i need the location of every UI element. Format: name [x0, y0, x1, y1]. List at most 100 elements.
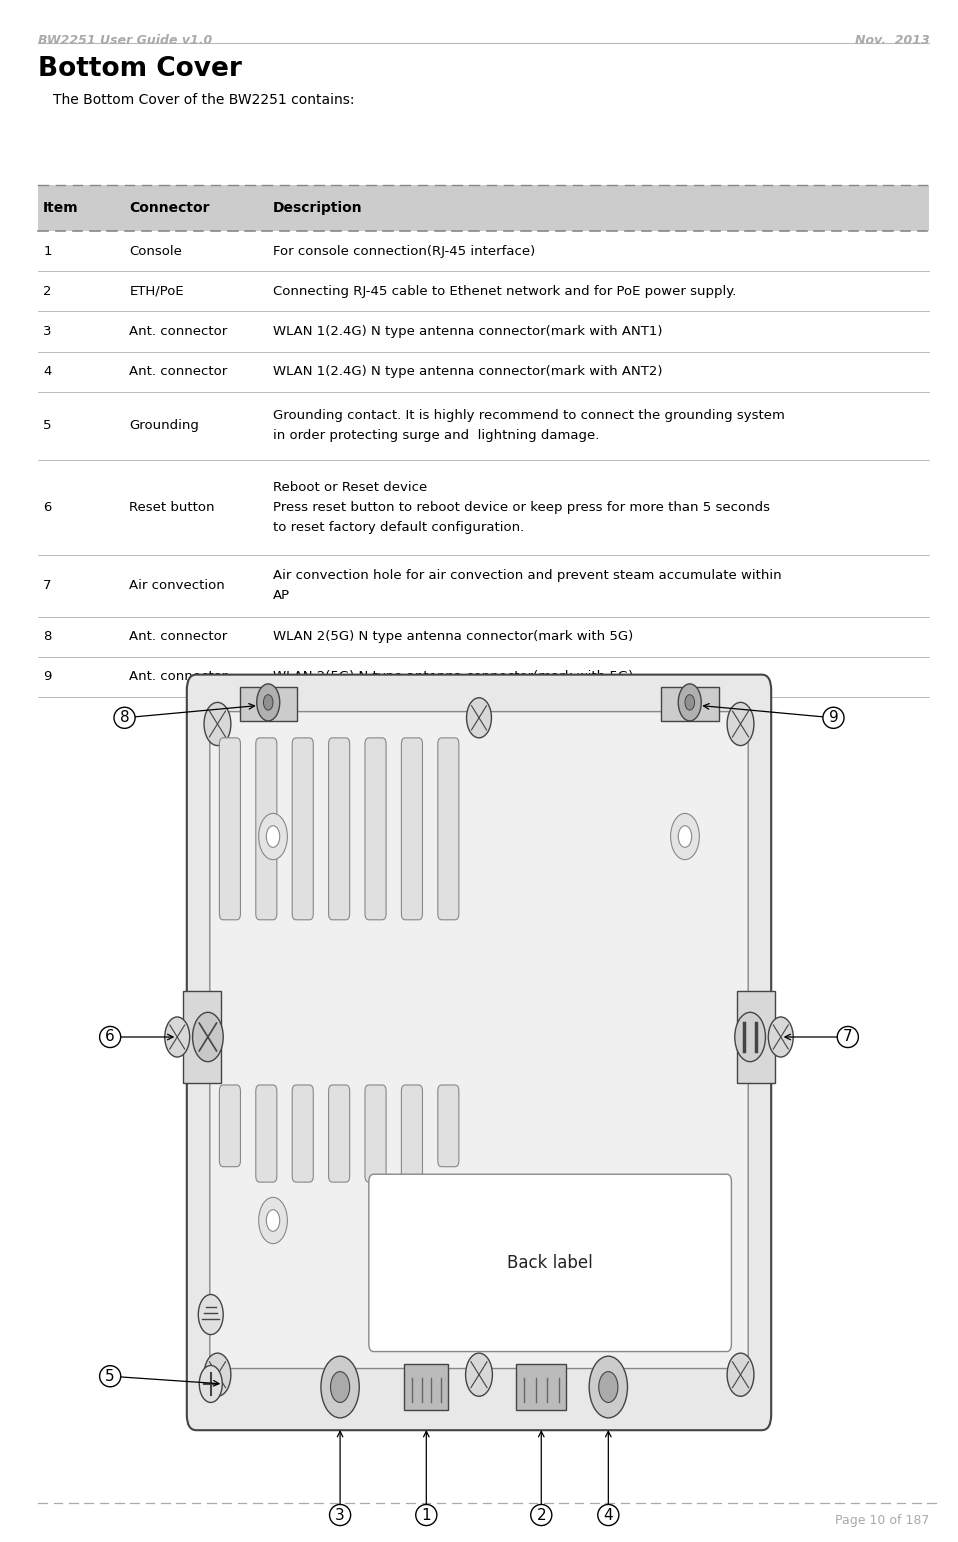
Circle shape	[671, 814, 699, 860]
Text: Bottom Cover: Bottom Cover	[38, 56, 242, 82]
FancyBboxPatch shape	[438, 1086, 459, 1167]
FancyBboxPatch shape	[256, 739, 277, 921]
Text: Ant. connector: Ant. connector	[129, 325, 228, 338]
FancyBboxPatch shape	[401, 739, 422, 921]
Bar	[516, 1365, 566, 1411]
Text: Grounding: Grounding	[129, 419, 199, 432]
Text: 3: 3	[43, 325, 52, 338]
Text: 7: 7	[843, 1030, 853, 1044]
Text: Page 10 of 187: Page 10 of 187	[834, 1514, 929, 1527]
Circle shape	[193, 1013, 223, 1062]
Circle shape	[257, 685, 280, 722]
Text: Description: Description	[273, 200, 363, 216]
Bar	[661, 688, 718, 722]
Circle shape	[204, 1354, 231, 1397]
Text: 6: 6	[43, 501, 52, 513]
Text: Grounding contact. It is highly recommend to connect the grounding system: Grounding contact. It is highly recommen…	[273, 409, 785, 423]
Text: Console: Console	[129, 245, 182, 258]
FancyBboxPatch shape	[219, 739, 240, 921]
Circle shape	[266, 1210, 280, 1232]
Text: 9: 9	[43, 671, 52, 683]
Text: WLAN 1(2.4G) N type antenna connector(mark with ANT2): WLAN 1(2.4G) N type antenna connector(ma…	[273, 365, 663, 378]
Text: 3: 3	[335, 1508, 345, 1522]
FancyBboxPatch shape	[329, 739, 350, 921]
Circle shape	[199, 1366, 222, 1403]
Bar	[240, 688, 297, 722]
FancyBboxPatch shape	[292, 1086, 313, 1183]
FancyBboxPatch shape	[187, 675, 771, 1431]
Circle shape	[266, 827, 280, 848]
Text: in order protecting surge and  lightning damage.: in order protecting surge and lightning …	[273, 429, 600, 443]
Circle shape	[768, 1018, 793, 1058]
FancyBboxPatch shape	[369, 1175, 732, 1351]
Circle shape	[204, 703, 231, 746]
Text: 8: 8	[120, 711, 129, 725]
Text: 5: 5	[43, 419, 52, 432]
FancyBboxPatch shape	[210, 712, 748, 1369]
Text: AP: AP	[273, 589, 290, 603]
Circle shape	[165, 1018, 190, 1058]
Bar	[38, 185, 929, 231]
Circle shape	[466, 1354, 492, 1397]
Circle shape	[678, 685, 701, 722]
Circle shape	[599, 1372, 618, 1403]
FancyBboxPatch shape	[256, 1086, 277, 1183]
Text: Reboot or Reset device: Reboot or Reset device	[273, 481, 427, 493]
Text: For console connection(RJ-45 interface): For console connection(RJ-45 interface)	[273, 245, 536, 258]
Circle shape	[198, 1295, 223, 1335]
Text: ETH/PoE: ETH/PoE	[129, 285, 184, 298]
Circle shape	[727, 1354, 754, 1397]
Circle shape	[331, 1372, 350, 1403]
Text: Ant. connector: Ant. connector	[129, 365, 228, 378]
Text: 1: 1	[43, 245, 52, 258]
Text: 1: 1	[422, 1508, 431, 1522]
Text: Ant. connector: Ant. connector	[129, 671, 228, 683]
Text: to reset factory default configuration.: to reset factory default configuration.	[273, 521, 524, 534]
Bar	[404, 1365, 448, 1411]
Text: Connecting RJ-45 cable to Ethenet network and for PoE power supply.: Connecting RJ-45 cable to Ethenet networ…	[273, 285, 737, 298]
Circle shape	[467, 699, 491, 739]
Circle shape	[259, 814, 287, 860]
Circle shape	[678, 827, 692, 848]
Text: Item: Item	[43, 200, 79, 216]
Text: Air convection hole for air convection and prevent steam accumulate within: Air convection hole for air convection a…	[273, 569, 782, 583]
Text: 6: 6	[105, 1030, 115, 1044]
FancyBboxPatch shape	[365, 739, 386, 921]
Text: WLAN 2(5G) N type antenna connector(mark with 5G): WLAN 2(5G) N type antenna connector(mark…	[273, 671, 633, 683]
Circle shape	[259, 1198, 287, 1244]
FancyBboxPatch shape	[329, 1086, 350, 1183]
Text: 4: 4	[604, 1508, 613, 1522]
Text: 9: 9	[829, 711, 838, 725]
Text: Connector: Connector	[129, 200, 210, 216]
Text: 5: 5	[105, 1369, 115, 1383]
Text: Back label: Back label	[507, 1254, 593, 1272]
FancyBboxPatch shape	[219, 1086, 240, 1167]
Circle shape	[263, 695, 273, 711]
Circle shape	[678, 1210, 692, 1232]
FancyBboxPatch shape	[438, 739, 459, 921]
Text: 7: 7	[43, 580, 52, 592]
Text: WLAN 2(5G) N type antenna connector(mark with 5G): WLAN 2(5G) N type antenna connector(mark…	[273, 631, 633, 643]
Text: Press reset button to reboot device or keep press for more than 5 seconds: Press reset button to reboot device or k…	[273, 501, 770, 513]
Text: 2: 2	[536, 1508, 546, 1522]
Text: Nov.  2013: Nov. 2013	[855, 34, 929, 46]
Text: BW2251 User Guide v1.0: BW2251 User Guide v1.0	[38, 34, 213, 46]
Text: 2: 2	[43, 285, 52, 298]
FancyBboxPatch shape	[365, 1086, 386, 1183]
Circle shape	[321, 1357, 359, 1419]
FancyBboxPatch shape	[401, 1086, 422, 1183]
Text: 8: 8	[43, 631, 52, 643]
Text: WLAN 1(2.4G) N type antenna connector(mark with ANT1): WLAN 1(2.4G) N type antenna connector(ma…	[273, 325, 663, 338]
Text: The Bottom Cover of the BW2251 contains:: The Bottom Cover of the BW2251 contains:	[53, 93, 354, 106]
Circle shape	[685, 695, 695, 711]
Text: Air convection: Air convection	[129, 580, 225, 592]
Text: Ant. connector: Ant. connector	[129, 631, 228, 643]
Circle shape	[727, 703, 754, 746]
Circle shape	[735, 1013, 765, 1062]
FancyBboxPatch shape	[292, 739, 313, 921]
Text: 4: 4	[43, 365, 52, 378]
Bar	[737, 992, 775, 1084]
Text: Reset button: Reset button	[129, 501, 215, 513]
Circle shape	[671, 1198, 699, 1244]
Bar	[183, 992, 221, 1084]
